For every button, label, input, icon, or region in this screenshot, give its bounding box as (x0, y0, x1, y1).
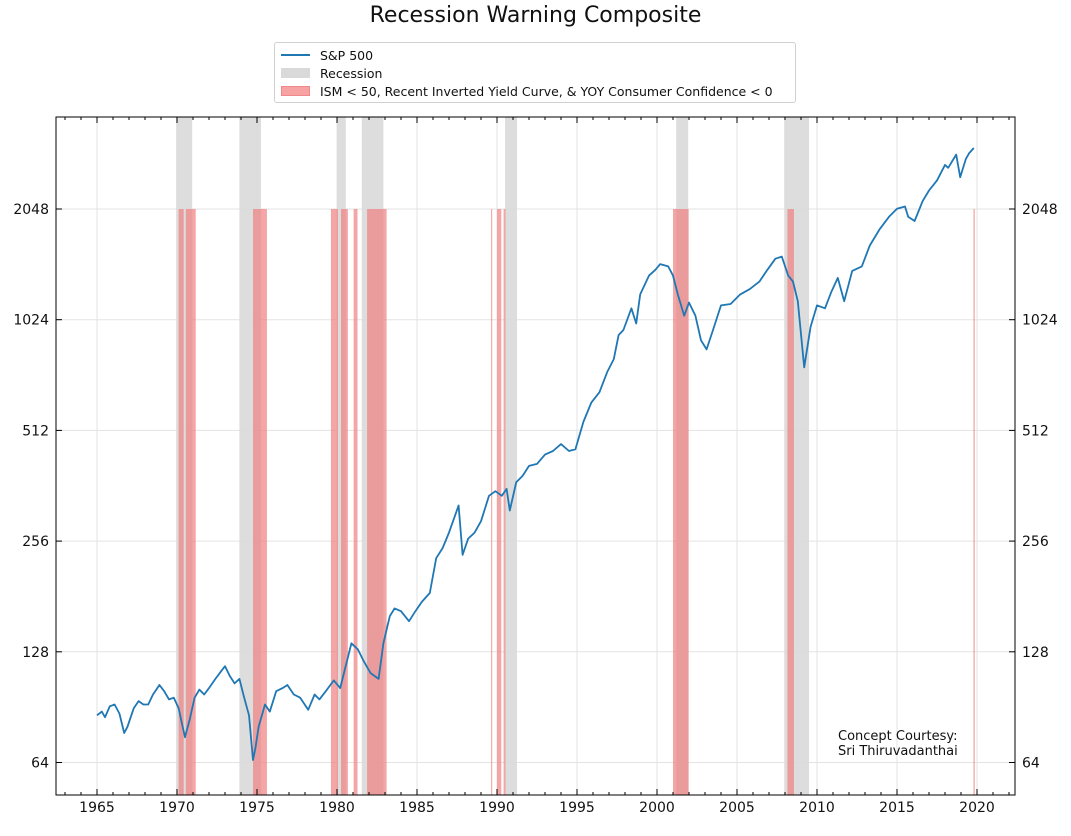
legend-label: ISM < 50, Recent Inverted Yield Curve, &… (320, 83, 773, 99)
x-tick-label: 2020 (959, 800, 995, 816)
warning-band (973, 209, 975, 795)
y-tick-label: 64 (31, 756, 49, 772)
y-tick-label: 512 (22, 423, 49, 439)
warning-band (185, 209, 196, 795)
legend-label: S&P 500 (320, 47, 374, 63)
y-tick-label: 128 (22, 645, 49, 661)
x-tick-label: 1965 (79, 800, 115, 816)
x-tick-label: 1980 (319, 800, 355, 816)
sp500-line (96, 147, 975, 761)
legend-item-recession: Recession (281, 65, 382, 81)
warning-band (353, 209, 358, 795)
recession-band (505, 117, 517, 795)
x-tick-label: 1985 (399, 800, 435, 816)
annotation-line-2: Sri Thiruvadanthai (838, 744, 958, 759)
x-tick-label: 1995 (559, 800, 595, 816)
legend-swatch-line (281, 54, 310, 56)
y-tick-label-right: 128 (1022, 645, 1049, 661)
legend-label: Recession (320, 65, 383, 81)
warning-band (253, 209, 267, 795)
y-tick-label: 256 (22, 534, 49, 550)
x-tick-label: 2005 (719, 800, 755, 816)
warning-band (673, 209, 689, 795)
x-tick-label: 2015 (879, 800, 915, 816)
x-tick-label: 1970 (159, 800, 195, 816)
legend-swatch-gray (281, 68, 310, 78)
warning-band (503, 209, 506, 795)
warning-band (491, 209, 493, 795)
warning-band (330, 209, 338, 795)
y-tick-label-right: 64 (1022, 756, 1040, 772)
warning-band (341, 209, 348, 795)
y-tick-label-right: 512 (1022, 423, 1049, 439)
warning-band (497, 209, 502, 795)
y-tick-label-right: 1024 (1022, 313, 1058, 329)
legend: S&P 500 Recession ISM < 50, Recent Inver… (274, 42, 796, 103)
warning-band (787, 209, 794, 795)
warning-band (178, 209, 184, 795)
x-tick-label: 2010 (799, 800, 835, 816)
warning-band (367, 209, 387, 795)
legend-swatch-red (281, 86, 310, 96)
y-tick-label-right: 256 (1022, 534, 1049, 550)
legend-item-sp500: S&P 500 (281, 47, 373, 63)
y-tick-label: 1024 (13, 313, 49, 329)
plot-frame (55, 116, 1016, 796)
x-tick-label: 1990 (479, 800, 515, 816)
legend-item-warning: ISM < 50, Recent Inverted Yield Curve, &… (281, 83, 773, 99)
y-tick-label: 2048 (13, 202, 49, 218)
x-tick-label: 1975 (239, 800, 275, 816)
annotation-line-1: Concept Courtesy: (838, 729, 958, 744)
x-tick-label: 2000 (639, 800, 675, 816)
y-tick-label-right: 2048 (1022, 202, 1058, 218)
chart-title: Recession Warning Composite (369, 3, 702, 28)
